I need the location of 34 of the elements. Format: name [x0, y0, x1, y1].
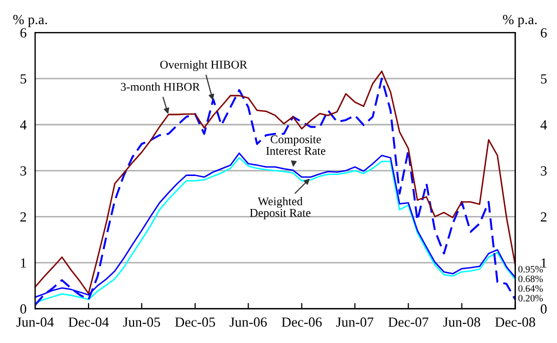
y-tick-label: 5 — [20, 74, 26, 84]
data-label: 0.68% — [518, 276, 543, 282]
x-tick-label: Dec-05 — [175, 317, 216, 327]
y2-tick-label: 4 — [540, 120, 547, 130]
data-label: 0.20% — [518, 294, 543, 302]
annotation: Weighted Deposit Rate — [250, 196, 310, 220]
x-tick-label: Jun-08 — [443, 317, 480, 327]
annotation: 3-month HIBOR — [120, 82, 200, 91]
y2-tick-label: 2 — [540, 212, 546, 222]
y2-tick-label: 6 — [540, 28, 547, 38]
y-tick-label: 3 — [20, 166, 26, 176]
y2-tick-label: 0 — [540, 304, 547, 314]
data-label: 0.95% — [518, 266, 543, 273]
x-tick-label: Dec-04 — [68, 317, 109, 327]
x-tick-label: Jun-05 — [123, 317, 160, 327]
data-label: 0.64% — [518, 285, 543, 292]
y-tick-label: 2 — [20, 212, 26, 222]
y-axis-title: % p.a. — [13, 14, 47, 28]
y2-axis-title: % p.a. — [502, 14, 537, 28]
annotation: Composite Interest Rate — [266, 135, 326, 155]
y2-tick-label: 3 — [540, 166, 547, 176]
y-tick-label: 1 — [21, 258, 26, 268]
x-tick-label: Jun-04 — [16, 317, 54, 327]
x-tick-label: Dec-08 — [495, 317, 536, 327]
y2-tick-label: 5 — [541, 74, 547, 84]
y-tick-label: 4 — [20, 120, 27, 130]
y2-tick-label: 1 — [541, 258, 546, 268]
x-tick-label: Jun-06 — [230, 317, 267, 327]
y-tick-label: 6 — [20, 28, 26, 38]
y-tick-label: 0 — [20, 304, 26, 314]
annotation: Overnight HIBOR — [160, 60, 248, 72]
x-tick-label: Dec-07 — [388, 317, 428, 327]
x-tick-label: Dec-06 — [282, 317, 322, 327]
x-tick-label: Jun-07 — [336, 317, 374, 327]
